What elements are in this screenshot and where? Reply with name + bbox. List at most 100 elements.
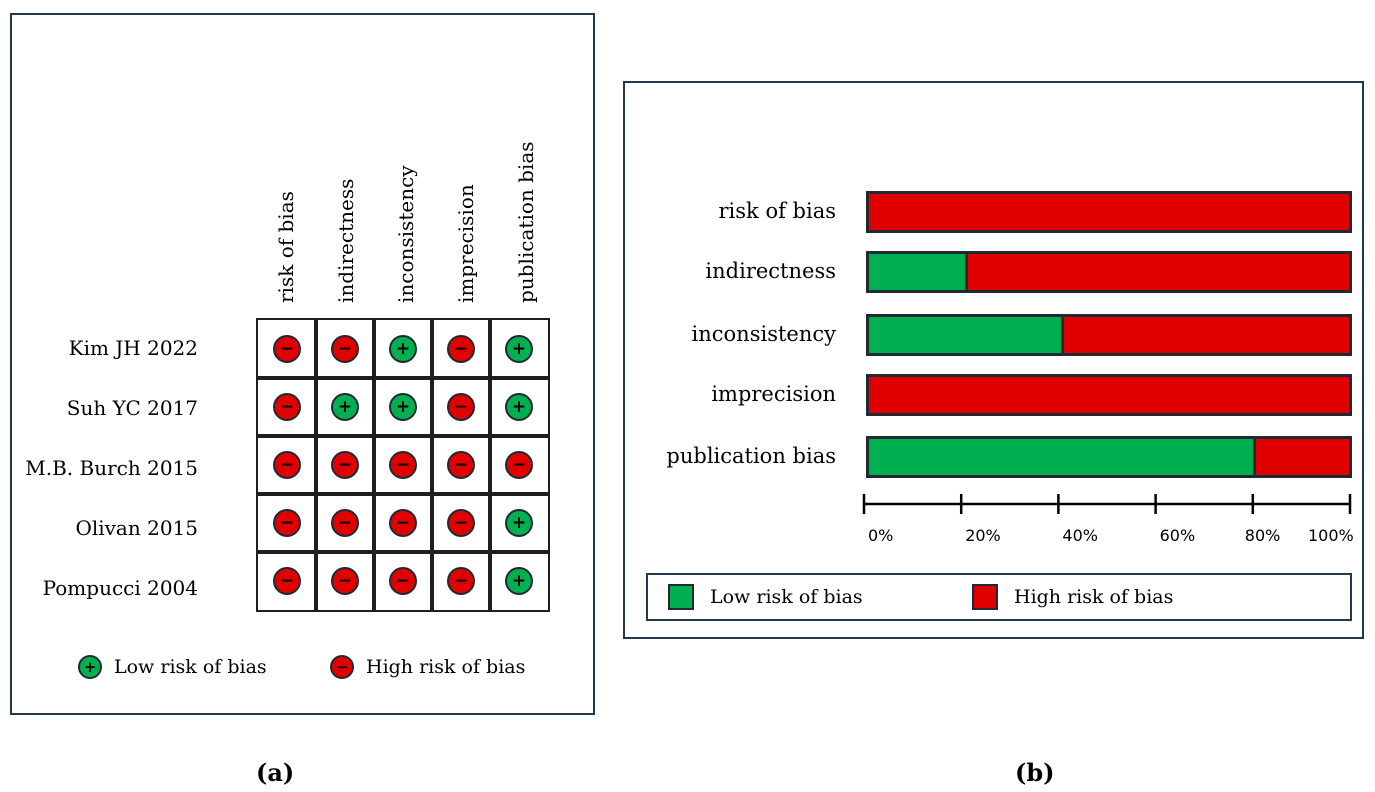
caption-b: (b) — [1015, 758, 1055, 787]
bar — [866, 251, 1352, 293]
low-risk-segment — [869, 254, 965, 290]
high-risk-mark: − — [331, 509, 359, 537]
summary-bar-panel: risk of bias indirectness inconsistency imp… — [623, 81, 1364, 639]
high-risk-mark: − — [273, 393, 301, 421]
low-risk-mark: + — [505, 335, 533, 363]
caption-a: (a) — [256, 758, 295, 787]
legend: Low risk of bias High risk of bias — [646, 573, 1352, 621]
low-risk-mark: + — [505, 567, 533, 595]
legend-low-label: Low risk of bias — [114, 656, 267, 678]
high-risk-mark: − — [389, 451, 417, 479]
row-label: Olivan 2015 — [75, 516, 198, 540]
column-label: publication bias — [514, 141, 538, 303]
green-swatch — [668, 584, 694, 610]
x-tick-label: 40% — [1062, 526, 1098, 545]
high-risk-mark: − — [447, 451, 475, 479]
low-risk-mark: + — [505, 509, 533, 537]
low-risk-mark: + — [389, 393, 417, 421]
grid-cell: − — [430, 376, 492, 438]
column-label: inconsistency — [394, 165, 418, 303]
low-risk-mark: + — [505, 393, 533, 421]
minus-icon: − — [330, 655, 354, 679]
high-risk-mark: − — [331, 451, 359, 479]
legend-high: − High risk of bias — [330, 655, 525, 679]
grid-cell: + — [488, 492, 550, 554]
grid-cell: − — [256, 376, 318, 438]
legend-high-label: High risk of bias — [1014, 586, 1174, 608]
bar — [866, 436, 1352, 478]
red-swatch — [972, 584, 998, 610]
high-risk-mark: − — [505, 451, 533, 479]
grid-cell: − — [256, 492, 318, 554]
legend-low: Low risk of bias — [668, 584, 863, 610]
grid-cell: + — [488, 550, 550, 612]
grid-cell: − — [256, 550, 318, 612]
column-label: indirectness — [334, 178, 358, 303]
bar-category-label: imprecision — [711, 382, 836, 406]
grid-cell: + — [372, 376, 434, 438]
grid-cell: − — [314, 492, 376, 554]
low-risk-segment — [869, 439, 1253, 475]
legend-low: + Low risk of bias — [78, 655, 267, 679]
grid-cell: − — [314, 434, 376, 496]
grid-cell: − — [256, 318, 318, 380]
grid-cell: + — [314, 376, 376, 438]
legend-low-label: Low risk of bias — [710, 586, 863, 608]
high-risk-mark: − — [331, 567, 359, 595]
grid-cell: − — [430, 492, 492, 554]
grid-cell: − — [314, 318, 376, 380]
x-tick-label: 60% — [1159, 526, 1196, 545]
bar — [866, 191, 1352, 233]
high-risk-mark: − — [447, 567, 475, 595]
grid-cell: − — [430, 318, 492, 380]
bar-category-label: risk of bias — [718, 199, 836, 223]
high-risk-segment — [869, 377, 1349, 413]
bar-category-label: publication bias — [666, 444, 836, 468]
plus-icon: + — [78, 655, 102, 679]
high-risk-segment — [869, 194, 1349, 230]
bar — [866, 374, 1352, 416]
x-tick-label: 20% — [965, 526, 1001, 545]
high-risk-mark: − — [447, 335, 475, 363]
row-label: M.B. Burch 2015 — [25, 456, 198, 480]
grid-cell: − — [256, 434, 318, 496]
high-risk-mark: − — [273, 335, 301, 363]
bar — [866, 314, 1352, 356]
grid-cell: + — [372, 318, 434, 380]
bar-category-label: indirectness — [705, 259, 836, 283]
row-label: Kim JH 2022 — [68, 336, 198, 360]
high-risk-mark: − — [389, 567, 417, 595]
traffic-light-panel: risk of bias indirectness inconsistency imp… — [10, 13, 595, 715]
grid-cell: − — [430, 550, 492, 612]
high-risk-segment — [965, 254, 1349, 290]
grid-cell: + — [488, 318, 550, 380]
high-risk-mark: − — [273, 567, 301, 595]
x-tick-label: 0% — [868, 526, 894, 545]
grid-cell: − — [314, 550, 376, 612]
high-risk-mark: − — [273, 451, 301, 479]
high-risk-segment — [1061, 317, 1349, 353]
legend-high-label: High risk of bias — [366, 656, 526, 678]
high-risk-mark: − — [389, 509, 417, 537]
column-label: imprecision — [454, 184, 478, 303]
legend-high: High risk of bias — [972, 584, 1173, 610]
high-risk-mark: − — [331, 335, 359, 363]
grid-cell: + — [488, 376, 550, 438]
grid-cell: − — [372, 434, 434, 496]
x-tick-label: 80% — [1244, 526, 1281, 545]
grid-cell: − — [372, 550, 434, 612]
x-tick-label: 100% — [1308, 526, 1354, 545]
grid-cell: − — [372, 492, 434, 554]
low-risk-mark: + — [331, 393, 359, 421]
low-risk-segment — [869, 317, 1061, 353]
row-label: Pompucci 2004 — [42, 576, 198, 600]
high-risk-mark: − — [447, 393, 475, 421]
bar-category-label: inconsistency — [691, 322, 836, 346]
row-label: Suh YC 2017 — [66, 396, 198, 420]
high-risk-segment — [1253, 439, 1349, 475]
column-label: risk of bias — [274, 191, 298, 303]
low-risk-mark: + — [389, 335, 417, 363]
high-risk-mark: − — [273, 509, 301, 537]
grid-cell: − — [430, 434, 492, 496]
x-axis — [862, 494, 1352, 514]
